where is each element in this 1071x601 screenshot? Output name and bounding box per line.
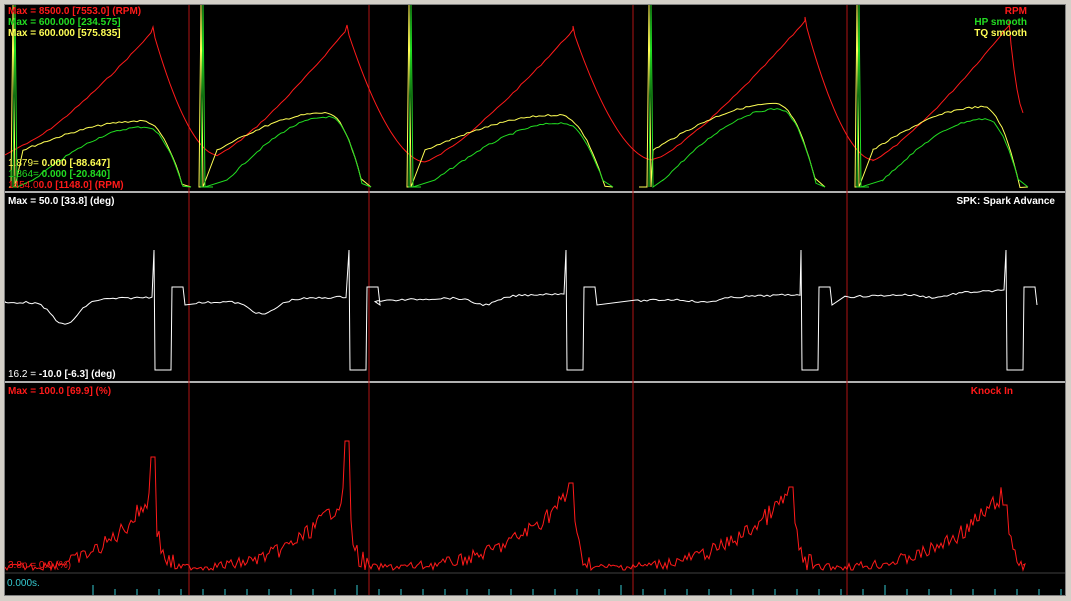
datalog-plot-area[interactable]: Max = 8500.0 [7553.0] (RPM) Max = 600.00…: [4, 4, 1066, 596]
tq-trace-1: [9, 5, 192, 188]
hp-trace-1: [12, 5, 192, 188]
rpm-min-value: 0.0 [1148.0] (RPM): [38, 180, 124, 191]
spark-min-prefix: 16.2 =: [8, 369, 37, 380]
hp-trace-4: [648, 5, 826, 188]
knock-min-label: 3.8n = 0.0 (%): [8, 560, 72, 571]
legend-knock-in: Knock In: [970, 386, 1013, 397]
rpm-min-prefix: 1454.0: [8, 180, 39, 191]
hp-trace-3: [408, 5, 614, 188]
time-axis-label: 0.000s.: [7, 578, 40, 589]
tq-trace-5: [854, 5, 1029, 189]
legend-tq-smooth: TQ smooth: [974, 28, 1027, 39]
rpm-min-label: 1454.00.0 [1148.0] (RPM): [8, 180, 124, 191]
spark-advance-trace: [5, 249, 1038, 371]
legend-spark-advance: SPK: Spark Advance: [956, 196, 1055, 207]
knock-in-trace: [5, 440, 1026, 572]
hp-trace-5: [856, 5, 1029, 188]
hp-min-label: 1.864= 0.000 [-20.840]: [8, 169, 110, 180]
tq-min-label: 1.879= 0.000 [-88.647]: [8, 158, 110, 169]
tq-trace-4: [639, 5, 826, 188]
spark-max-label: Max = 50.0 [33.8] (deg): [8, 196, 115, 207]
datalog-graph[interactable]: [5, 5, 1065, 595]
legend-hp-smooth: HP smooth: [974, 17, 1027, 28]
tq-min-value: 0.000 [-88.647]: [41, 158, 111, 169]
knock-max-label: Max = 100.0 [69.9] (%): [8, 386, 112, 397]
hp-min-value: 0.000 [-20.840]: [41, 169, 111, 180]
spark-min-label: 16.2 = -10.0 [-6.3] (deg): [8, 369, 116, 380]
hp-max-label: Max = 600.000 [234.575]: [8, 17, 121, 28]
legend-rpm: RPM: [1004, 6, 1027, 17]
spark-min-value: -10.0 [-6.3] (deg): [38, 369, 116, 380]
tq-trace-3: [406, 5, 614, 188]
tq-min-prefix: 1.879=: [8, 158, 39, 169]
hp-trace-2: [200, 5, 372, 188]
rpm-trace: [5, 16, 1024, 163]
hp-min-prefix: 1.864=: [8, 169, 39, 180]
tq-trace-2: [198, 5, 372, 188]
tq-max-label: Max = 600.000 [575.835]: [8, 28, 121, 39]
rpm-max-label: Max = 8500.0 [7553.0] (RPM): [8, 6, 142, 17]
